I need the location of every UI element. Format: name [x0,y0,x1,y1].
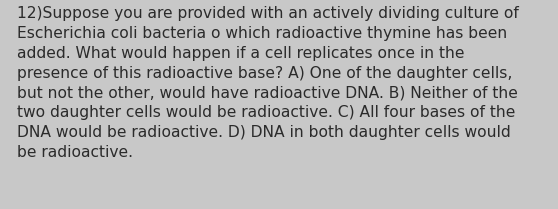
Text: 12)Suppose you are provided with an actively dividing culture of
Escherichia col: 12)Suppose you are provided with an acti… [17,6,518,160]
